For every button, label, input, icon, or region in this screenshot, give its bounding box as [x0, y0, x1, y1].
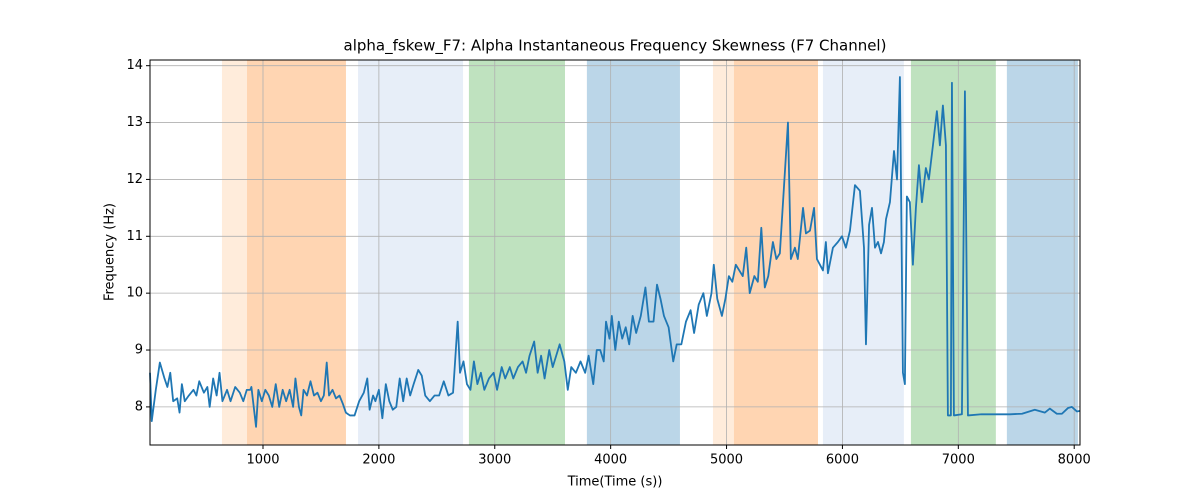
x-axis-label: Time(Time (s)): [567, 475, 663, 490]
shaded-span: [358, 60, 464, 445]
x-tick-label: 1000: [246, 453, 279, 468]
y-tick-label: 14: [126, 58, 143, 73]
x-tick-label: 2000: [362, 453, 395, 468]
x-tick-label: 6000: [826, 453, 859, 468]
x-tick-label: 8000: [1058, 453, 1091, 468]
y-tick-label: 12: [126, 172, 143, 187]
x-tick-label: 7000: [942, 453, 975, 468]
shaded-span: [733, 60, 818, 445]
y-tick-label: 8: [135, 399, 143, 414]
y-tick-label: 10: [126, 286, 143, 301]
x-tick-label: 4000: [594, 453, 627, 468]
chart-title: alpha_fskew_F7: Alpha Instantaneous Freq…: [344, 37, 887, 56]
y-tick-label: 13: [126, 115, 143, 130]
plot-frame: [149, 59, 1081, 446]
shaded-span: [468, 60, 565, 445]
y-tick-label: 9: [135, 343, 143, 358]
shaded-span: [1006, 60, 1078, 445]
y-axis-label: Frequency (Hz): [103, 203, 118, 301]
x-tick-label: 3000: [478, 453, 511, 468]
x-tick-label: 5000: [710, 453, 743, 468]
y-tick-label: 11: [126, 229, 143, 244]
shaded-span: [586, 60, 680, 445]
shaded-span: [712, 60, 818, 445]
data-line: [149, 76, 1081, 428]
